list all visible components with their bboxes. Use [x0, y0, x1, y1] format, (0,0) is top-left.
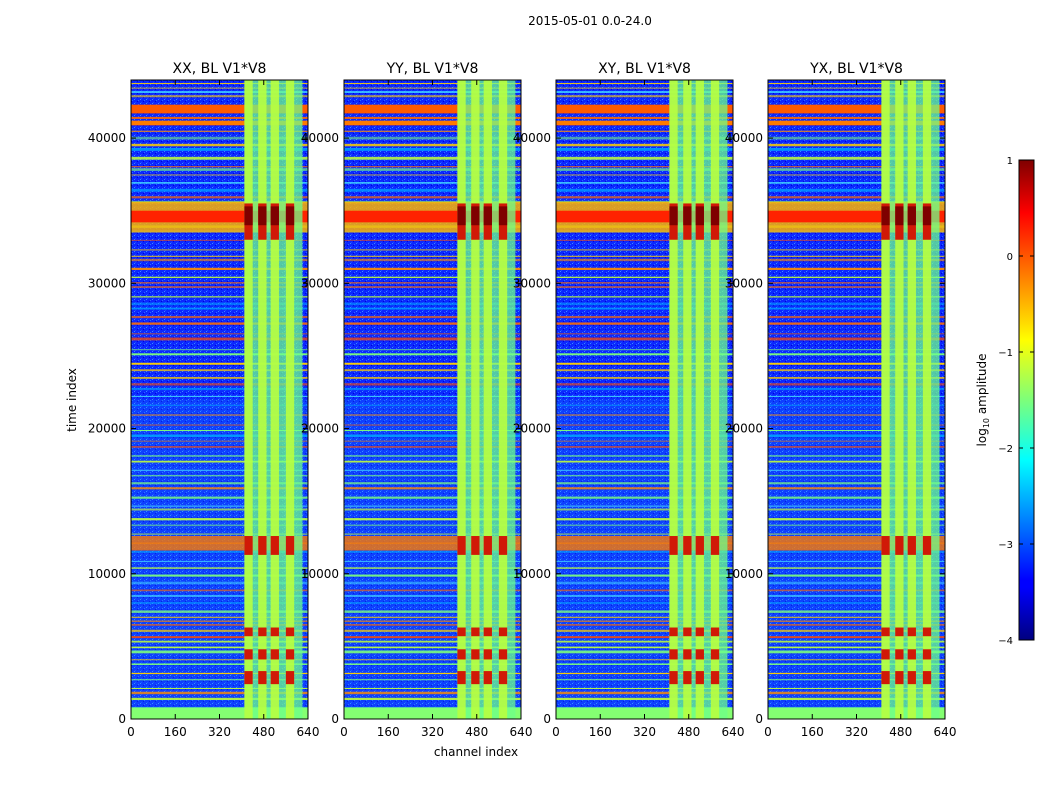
- heatmap-image: [768, 80, 945, 719]
- y-tick-label: 30000: [301, 276, 339, 290]
- y-tick-label: 0: [331, 712, 339, 726]
- colorbar-tick-label: −3: [998, 540, 1013, 551]
- y-tick-label: 0: [543, 712, 551, 726]
- x-tick-label: 320: [845, 725, 868, 739]
- y-tick-label: 40000: [301, 131, 339, 145]
- panel-title: XX, BL V1*V8: [173, 61, 267, 77]
- colorbar-tick-label: −1: [998, 348, 1013, 359]
- y-tick-label: 10000: [513, 567, 551, 581]
- x-tick-label: 0: [127, 725, 135, 739]
- y-tick-label: 20000: [301, 422, 339, 436]
- y-tick-label: 40000: [513, 131, 551, 145]
- panel-xy: XY, BL V1*V8 0 160 320 480 640 0 10000 20000 3000…: [513, 61, 745, 739]
- x-tick-label: 640: [510, 725, 533, 739]
- panel-yy: YY, BL V1*V8 0 160 320 480 640 0 10000 20000 3000…: [301, 61, 533, 739]
- heatmap-image: [556, 80, 733, 719]
- y-tick-label: 10000: [725, 567, 763, 581]
- y-tick-label: 10000: [88, 567, 126, 581]
- x-tick-label: 480: [677, 725, 700, 739]
- x-tick-label: 160: [589, 725, 612, 739]
- x-tick-label: 480: [252, 725, 275, 739]
- x-tick-label: 640: [297, 725, 320, 739]
- colorbar-tick-label: 0: [1007, 252, 1013, 263]
- x-tick-label: 320: [208, 725, 231, 739]
- y-tick-label: 30000: [88, 276, 126, 290]
- figure-suptitle: 2015-05-01 0.0-24.0: [528, 14, 652, 28]
- x-tick-label: 0: [552, 725, 560, 739]
- panel-title: YX, BL V1*V8: [809, 61, 903, 77]
- colorbar: 1 0 −1 −2 −3 −4 log10 amplitude: [975, 156, 1035, 647]
- colorbar-tick-label: −4: [998, 636, 1013, 647]
- x-tick-label: 160: [801, 725, 824, 739]
- x-tick-label: 640: [934, 725, 957, 739]
- y-tick-label: 40000: [88, 131, 126, 145]
- panel-yx: YX, BL V1*V8 0 160 320 480 640 0 10000 20000 3000…: [725, 61, 957, 739]
- y-tick-label: 20000: [513, 422, 551, 436]
- x-tick-label: 320: [421, 725, 444, 739]
- x-axis-label: channel index: [434, 745, 518, 759]
- x-tick-label: 480: [465, 725, 488, 739]
- colorbar-tick-label: −2: [998, 444, 1013, 455]
- y-axis-label: time index: [65, 368, 79, 432]
- x-tick-label: 480: [889, 725, 912, 739]
- panel-xx: XX, BL V1*V8 0 160 320 480 640 0 10000 20000 3000…: [88, 61, 320, 739]
- colorbar-tick-label: 1: [1007, 156, 1013, 167]
- x-tick-label: 320: [633, 725, 656, 739]
- y-tick-label: 40000: [725, 131, 763, 145]
- colorbar-gradient: [1018, 159, 1035, 641]
- panel-title: YY, BL V1*V8: [386, 61, 479, 77]
- y-tick-label: 30000: [725, 276, 763, 290]
- y-tick-label: 20000: [88, 422, 126, 436]
- x-tick-label: 640: [722, 725, 745, 739]
- y-tick-label: 30000: [513, 276, 551, 290]
- x-tick-label: 0: [340, 725, 348, 739]
- heatmap-image: [344, 80, 521, 719]
- y-tick-label: 0: [755, 712, 763, 726]
- y-tick-label: 0: [118, 712, 126, 726]
- x-tick-label: 0: [764, 725, 772, 739]
- x-tick-label: 160: [377, 725, 400, 739]
- y-tick-label: 20000: [725, 422, 763, 436]
- y-tick-label: 10000: [301, 567, 339, 581]
- panel-title: XY, BL V1*V8: [598, 61, 691, 77]
- x-tick-label: 160: [164, 725, 187, 739]
- heatmap-image: [131, 80, 308, 719]
- colorbar-label: log10 amplitude: [975, 354, 991, 447]
